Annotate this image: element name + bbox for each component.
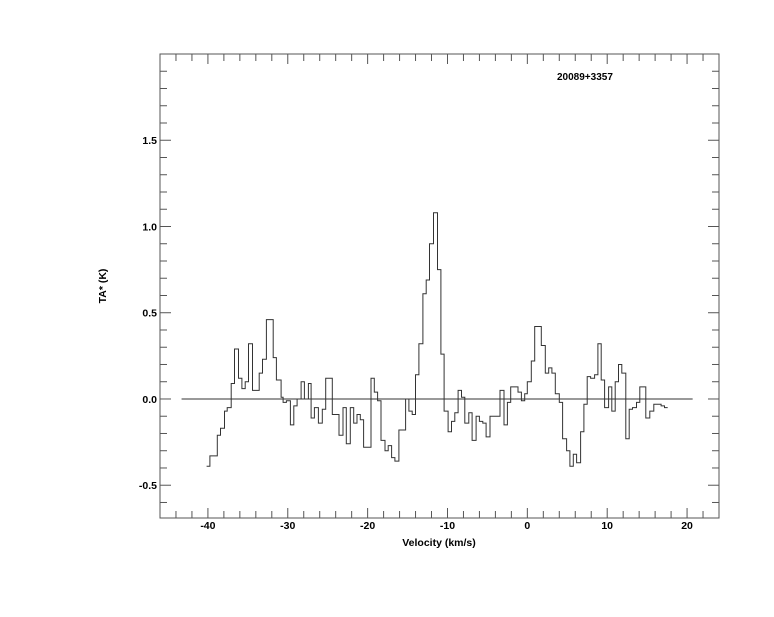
spectrum-line [206, 212, 668, 467]
x-tick-label: -10 [440, 520, 455, 532]
x-tick-label: -20 [360, 520, 375, 532]
chart-title: 20089+3357 [557, 72, 613, 83]
x-tick-label: -40 [200, 520, 215, 532]
y-axis-label: TA* (K) [97, 269, 109, 304]
x-tick-label: 10 [601, 520, 613, 532]
y-tick-label: 0.5 [142, 308, 157, 320]
y-tick-label: -0.5 [139, 480, 157, 492]
plot-frame [159, 53, 720, 519]
axis-ticks [159, 53, 720, 518]
x-tick-label: 20 [681, 520, 693, 532]
x-axis-label: Velocity (km/s) [402, 537, 476, 549]
y-tick-label: 1.0 [142, 221, 157, 233]
axis-tick-labels: -40 -30 -20 -10 0 10 20 -0.5 0.0 0.5 1.0 1.5 [139, 135, 693, 532]
y-tick-label: 1.5 [142, 135, 157, 147]
y-tick-label: 0.0 [142, 394, 157, 406]
x-tick-label: 0 [524, 520, 530, 532]
x-tick-label: -30 [280, 520, 295, 532]
